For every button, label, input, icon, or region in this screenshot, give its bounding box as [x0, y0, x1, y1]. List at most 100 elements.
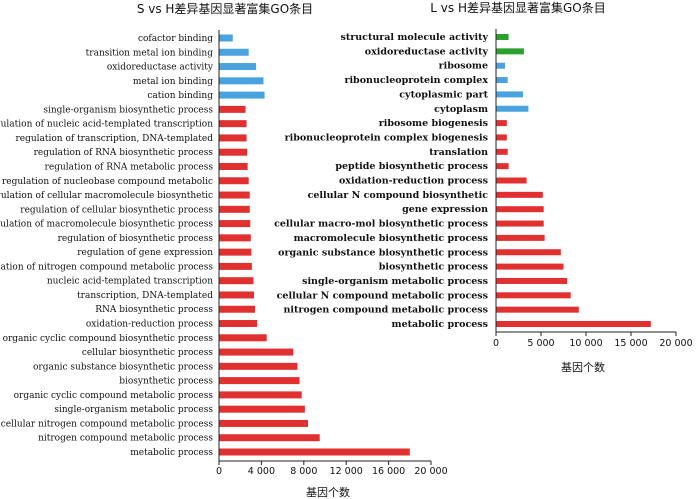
l-vs-h-title: L vs H差异基因显著富集GO条目	[430, 0, 605, 15]
s-vs-h-bar	[219, 148, 248, 156]
s-vs-h-bar	[219, 48, 249, 56]
s-vs-h-category-label: cellular nitrogen compound metabolic pro…	[1, 419, 214, 429]
s-vs-h-bar	[219, 63, 257, 71]
s-vs-h-category-label: regulation of nucleic acid-templated tra…	[0, 120, 213, 130]
s-vs-h-category-label: single-organism biosynthetic process	[43, 105, 213, 115]
s-vs-h-category-label: organic cyclic compound metabolic proces…	[14, 391, 214, 401]
s-vs-h-bar	[219, 220, 251, 228]
s-vs-h-bar	[219, 105, 246, 113]
s-vs-h-bar	[219, 348, 294, 356]
s-vs-h-category-label: oxidoreductase activity	[107, 63, 214, 73]
l-vs-h-bar	[496, 234, 545, 241]
s-vs-h-category-label: regulation of nucleobase compound metabo…	[2, 177, 213, 187]
l-vs-h-category-label: ribonucleoprotein complex biogenesis	[285, 132, 488, 143]
l-vs-h-bar	[496, 292, 571, 299]
s-vs-h-bar	[219, 291, 254, 299]
s-vs-h-category-label: cellular biosynthetic process	[82, 348, 213, 358]
s-vs-h-category-label: RNA biosynthetic process	[95, 305, 213, 315]
s-vs-h-bar	[219, 305, 256, 313]
s-vs-h-x-tick-label: 16 000	[372, 466, 405, 477]
s-vs-h-bar	[219, 434, 320, 442]
l-vs-h-category-label: cellular N compound metabolic process	[277, 290, 488, 301]
s-vs-h-category-label: regulation of nitrogen compound metaboli…	[0, 262, 213, 272]
l-vs-h-bar	[496, 263, 564, 270]
l-vs-h-category-label: oxidoreductase activity	[365, 46, 489, 57]
l-vs-h-category-label: biosynthetic process	[379, 262, 488, 273]
s-vs-h-category-label: regulation of biosynthetic process	[58, 234, 214, 244]
s-vs-h-x-tick-label: 20 000	[414, 466, 447, 477]
s-vs-h-bar	[219, 34, 233, 42]
s-vs-h-category-label: organic cyclic compound biosynthetic pro…	[3, 334, 214, 344]
s-vs-h-category-label: regulation of transcription, DNA-templat…	[15, 134, 213, 144]
l-vs-h-category-label: structural molecule activity	[341, 32, 489, 43]
s-vs-h-category-label: metabolic process	[130, 448, 213, 458]
s-vs-h-category-label: nitrogen compound metabolic process	[38, 434, 213, 444]
s-vs-h-bar	[219, 262, 252, 270]
s-vs-h-bar	[219, 91, 265, 99]
s-vs-h-category-label: biosynthetic process	[119, 377, 213, 387]
s-vs-h-bar	[219, 419, 309, 427]
s-vs-h-bar	[219, 362, 298, 370]
l-vs-h-bar	[496, 191, 543, 198]
l-vs-h-category-label: cytoplasmic part	[399, 89, 488, 100]
s-vs-h-category-label: regulation of cellular macromolecule bio…	[0, 191, 213, 201]
l-vs-h-category-label: nitrogen compound metabolic process	[283, 305, 488, 316]
l-vs-h-category-label: ribosome	[439, 61, 488, 72]
l-vs-h-bar	[496, 306, 579, 313]
s-vs-h-category-label: oxidation-reduction process	[86, 320, 214, 330]
s-vs-h-category-label: transition metal ion binding	[86, 48, 214, 58]
s-vs-h-x-tick-label: 0	[216, 466, 222, 477]
l-vs-h-bar	[496, 148, 508, 155]
s-vs-h-category-label: transcription, DNA-templated	[77, 291, 213, 301]
s-vs-h-bar	[219, 191, 250, 199]
l-vs-h-x-tick-label: 20 000	[659, 338, 692, 349]
l-vs-h-category-label: cellular macro-mol biosynthetic process	[274, 219, 488, 230]
s-vs-h-bar	[219, 334, 267, 342]
l-vs-h-category-label: single-organism metabolic process	[302, 276, 488, 287]
l-vs-h-category-label: oxidation-reduction process	[339, 176, 488, 187]
l-vs-h-category-label: cytoplasm	[434, 104, 488, 115]
l-vs-h-category-label: cellular N compound biosynthetic	[308, 190, 489, 201]
l-vs-h-bar	[496, 120, 507, 127]
l-vs-h-bar	[496, 321, 651, 327]
s-vs-h-bar	[219, 248, 252, 256]
l-vs-h-x-tick-label: 5 000	[527, 338, 554, 349]
l-vs-h-x-tick-label: 15 000	[614, 338, 647, 349]
l-vs-h-category-label: organic substance biosynthetic process	[278, 247, 488, 258]
s-vs-h-x-tick-label: 4 000	[248, 466, 275, 477]
s-vs-h-bar	[219, 162, 248, 170]
s-vs-h-category-label: regulation of gene expression	[77, 248, 213, 258]
l-vs-h-bar	[496, 48, 524, 55]
l-vs-h-bar	[496, 105, 529, 112]
s-vs-h-category-label: regulation of RNA biosynthetic process	[34, 148, 214, 158]
s-vs-h-bar	[219, 205, 250, 213]
l-vs-h-bar	[496, 77, 508, 84]
l-vs-h-bar	[496, 91, 523, 98]
chart-s-vs-h: S vs H差异基因显著富集GO条目 cofactor binding transi…	[0, 1, 448, 499]
s-vs-h-bar	[219, 134, 247, 142]
s-vs-h-category-label: regulation of macromolecule biosynthetic…	[0, 220, 213, 230]
s-vs-h-bar	[219, 405, 305, 413]
l-vs-h-bar	[496, 34, 509, 40]
s-vs-h-category-label: cofactor binding	[138, 34, 213, 44]
l-vs-h-x-axis-label: 基因个数	[561, 361, 605, 374]
s-vs-h-bar	[219, 377, 300, 385]
l-vs-h-category-label: translation	[429, 147, 488, 158]
l-vs-h-bar	[496, 134, 507, 141]
l-vs-h-category-label: macromolecule biosynthetic process	[294, 233, 488, 244]
s-vs-h-bar	[219, 234, 251, 242]
l-vs-h-x-tick-label: 10 000	[569, 338, 602, 349]
l-vs-h-category-label: metabolic process	[392, 319, 488, 330]
s-vs-h-bar	[219, 120, 247, 128]
l-vs-h-category-label: peptide biosynthetic process	[335, 161, 488, 172]
l-vs-h-bar	[496, 163, 509, 170]
s-vs-h-category-label: metal ion binding	[133, 77, 213, 87]
s-vs-h-category-label: nucleic acid-templated transcription	[47, 277, 213, 287]
s-vs-h-category-label: single-organism metabolic process	[54, 405, 213, 415]
l-vs-h-bar	[496, 206, 544, 213]
l-vs-h-bar	[496, 277, 568, 284]
s-vs-h-category-label: cation binding	[147, 91, 213, 101]
s-vs-h-bar	[219, 77, 264, 85]
l-vs-h-category-label: gene expression	[402, 204, 488, 215]
s-vs-h-x-tick-label: 8 000	[290, 466, 317, 477]
